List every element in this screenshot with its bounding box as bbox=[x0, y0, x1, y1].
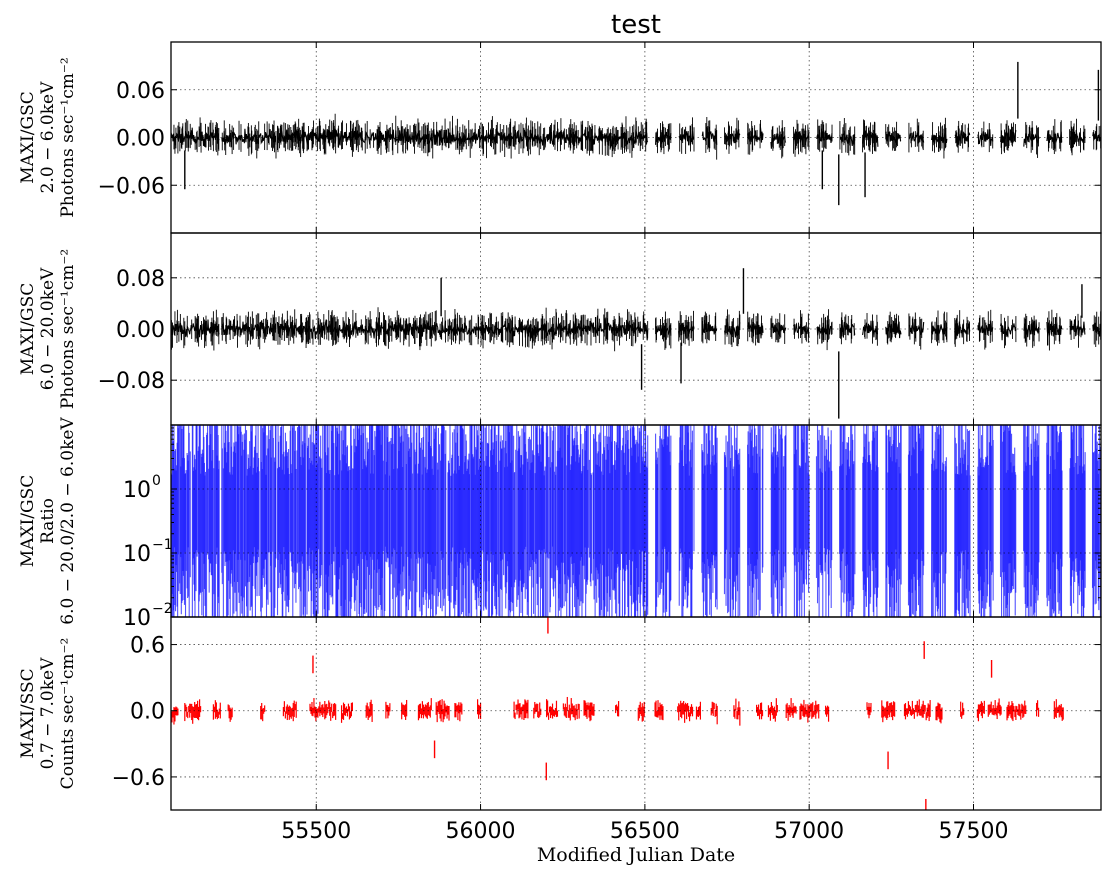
y-axis-label-line: MAXI/GSC bbox=[18, 91, 38, 183]
light-curve bbox=[1069, 132, 1086, 147]
light-curve bbox=[1092, 130, 1101, 142]
y-tick-label: 0.6 bbox=[130, 634, 165, 659]
series-gsc_ratio bbox=[171, 425, 1101, 617]
y-tick-label: 0.08 bbox=[116, 267, 165, 292]
y-axis-label-line: MAXI/GSC bbox=[18, 283, 38, 375]
gridlines bbox=[171, 42, 1101, 233]
y-axis-label-line: Counts sec⁻¹cm⁻² bbox=[58, 638, 78, 790]
y-tick-label: 0.06 bbox=[116, 79, 165, 104]
light-curve bbox=[793, 131, 810, 146]
gridlines bbox=[171, 233, 1101, 425]
light-curve bbox=[908, 130, 925, 143]
light-curve bbox=[1000, 322, 1017, 341]
light-curve bbox=[793, 322, 810, 337]
light-curve bbox=[701, 322, 718, 335]
light-curve bbox=[276, 318, 649, 341]
light-curve bbox=[1092, 322, 1101, 337]
light-curve bbox=[1046, 321, 1063, 337]
light-curve bbox=[1046, 130, 1063, 144]
y-axis-label-line: MAXI/GSC bbox=[18, 475, 38, 567]
y-tick-label: 10 bbox=[123, 606, 151, 631]
light-curve bbox=[931, 132, 948, 146]
light-curve bbox=[724, 321, 741, 338]
x-axis-label: Modified Julian Date bbox=[537, 844, 735, 866]
light-curve bbox=[954, 130, 971, 148]
light-curve bbox=[1023, 319, 1040, 338]
gridlines bbox=[171, 617, 1101, 810]
y-axis-label-line: 2.0 − 6.0keV bbox=[38, 81, 58, 193]
light-curve bbox=[770, 133, 787, 149]
light-curve bbox=[655, 129, 672, 145]
x-tick-label: 57500 bbox=[938, 819, 1008, 844]
light-curve bbox=[885, 320, 902, 339]
x-tick-label: 55500 bbox=[281, 819, 351, 844]
y-tick-label: −0.06 bbox=[98, 174, 165, 199]
panel-ssc: −0.6 0.0 0.6 MAXI/SSC 0.7 − 7.0keV Counts sec… bbox=[18, 616, 1102, 811]
y-tick-label: 0.00 bbox=[116, 318, 165, 343]
light-curve bbox=[977, 129, 994, 146]
light-curve bbox=[862, 320, 879, 338]
light-curve bbox=[816, 324, 833, 336]
x-tick-label: 57000 bbox=[774, 819, 844, 844]
light-curve bbox=[747, 127, 764, 143]
y-tick-exponent: −2 bbox=[152, 601, 173, 617]
light-curve bbox=[977, 322, 994, 336]
light-curve bbox=[678, 322, 695, 338]
light-curve bbox=[770, 322, 787, 335]
light-curve bbox=[678, 129, 695, 146]
axes-frame bbox=[170, 616, 1102, 811]
y-tick-label: 0.00 bbox=[116, 127, 165, 152]
x-tick-label: 56000 bbox=[446, 819, 516, 844]
light-curve bbox=[747, 321, 764, 339]
y-axis-label-line: Photons sec⁻¹cm⁻² bbox=[58, 57, 78, 217]
y-axis-label-line: MAXI/SSC bbox=[18, 668, 38, 758]
light-curve bbox=[655, 323, 672, 338]
light-curve bbox=[1069, 319, 1086, 337]
light-curve bbox=[724, 129, 741, 145]
light-curve bbox=[1000, 129, 1017, 144]
y-axis-label-line: Ratio bbox=[38, 498, 58, 544]
light-curve bbox=[171, 319, 220, 341]
y-tick-label: 10 bbox=[123, 542, 151, 567]
light-curve bbox=[701, 127, 718, 145]
light-curve bbox=[839, 321, 856, 340]
light-curve bbox=[931, 323, 948, 336]
light-curve bbox=[839, 130, 856, 146]
series-gsc_high bbox=[171, 268, 1101, 419]
panel-gsc_high: −0.08 0.00 0.08 MAXI/GSC 6.0 − 20.0keV Photon… bbox=[18, 232, 1102, 426]
light-curve bbox=[221, 319, 277, 337]
series-gsc_low bbox=[171, 61, 1101, 206]
light-curve bbox=[862, 130, 879, 147]
light-curve bbox=[1023, 130, 1040, 147]
y-axis-label-line: Photons sec⁻¹cm⁻² bbox=[58, 249, 78, 409]
y-tick-label: 10 bbox=[123, 478, 151, 503]
y-tick-label: 0.0 bbox=[130, 700, 165, 725]
y-tick-exponent: −1 bbox=[152, 537, 173, 553]
y-tick-label: −0.08 bbox=[98, 369, 165, 394]
light-curve bbox=[885, 131, 902, 144]
chart-title: test bbox=[611, 10, 661, 40]
light-curve bbox=[276, 126, 649, 148]
y-axis-label-line: 6.0 − 20.0/2.0 − 6.0keV bbox=[58, 417, 78, 625]
x-tick-label: 56500 bbox=[610, 819, 680, 844]
light-curve bbox=[816, 130, 833, 144]
panel-gsc_low: −0.06 0.00 0.06 MAXI/GSC 2.0 − 6.0keV Photons… bbox=[18, 41, 1102, 234]
light-curve bbox=[908, 321, 925, 336]
series-ssc bbox=[171, 617, 1064, 810]
y-axis-label-line: 0.7 − 7.0keV bbox=[38, 657, 58, 769]
y-tick-label: −0.6 bbox=[112, 766, 165, 791]
light-curve bbox=[171, 127, 220, 147]
y-tick-exponent: 0 bbox=[152, 473, 161, 489]
y-axis-label-line: 6.0 − 20.0keV bbox=[38, 267, 58, 390]
